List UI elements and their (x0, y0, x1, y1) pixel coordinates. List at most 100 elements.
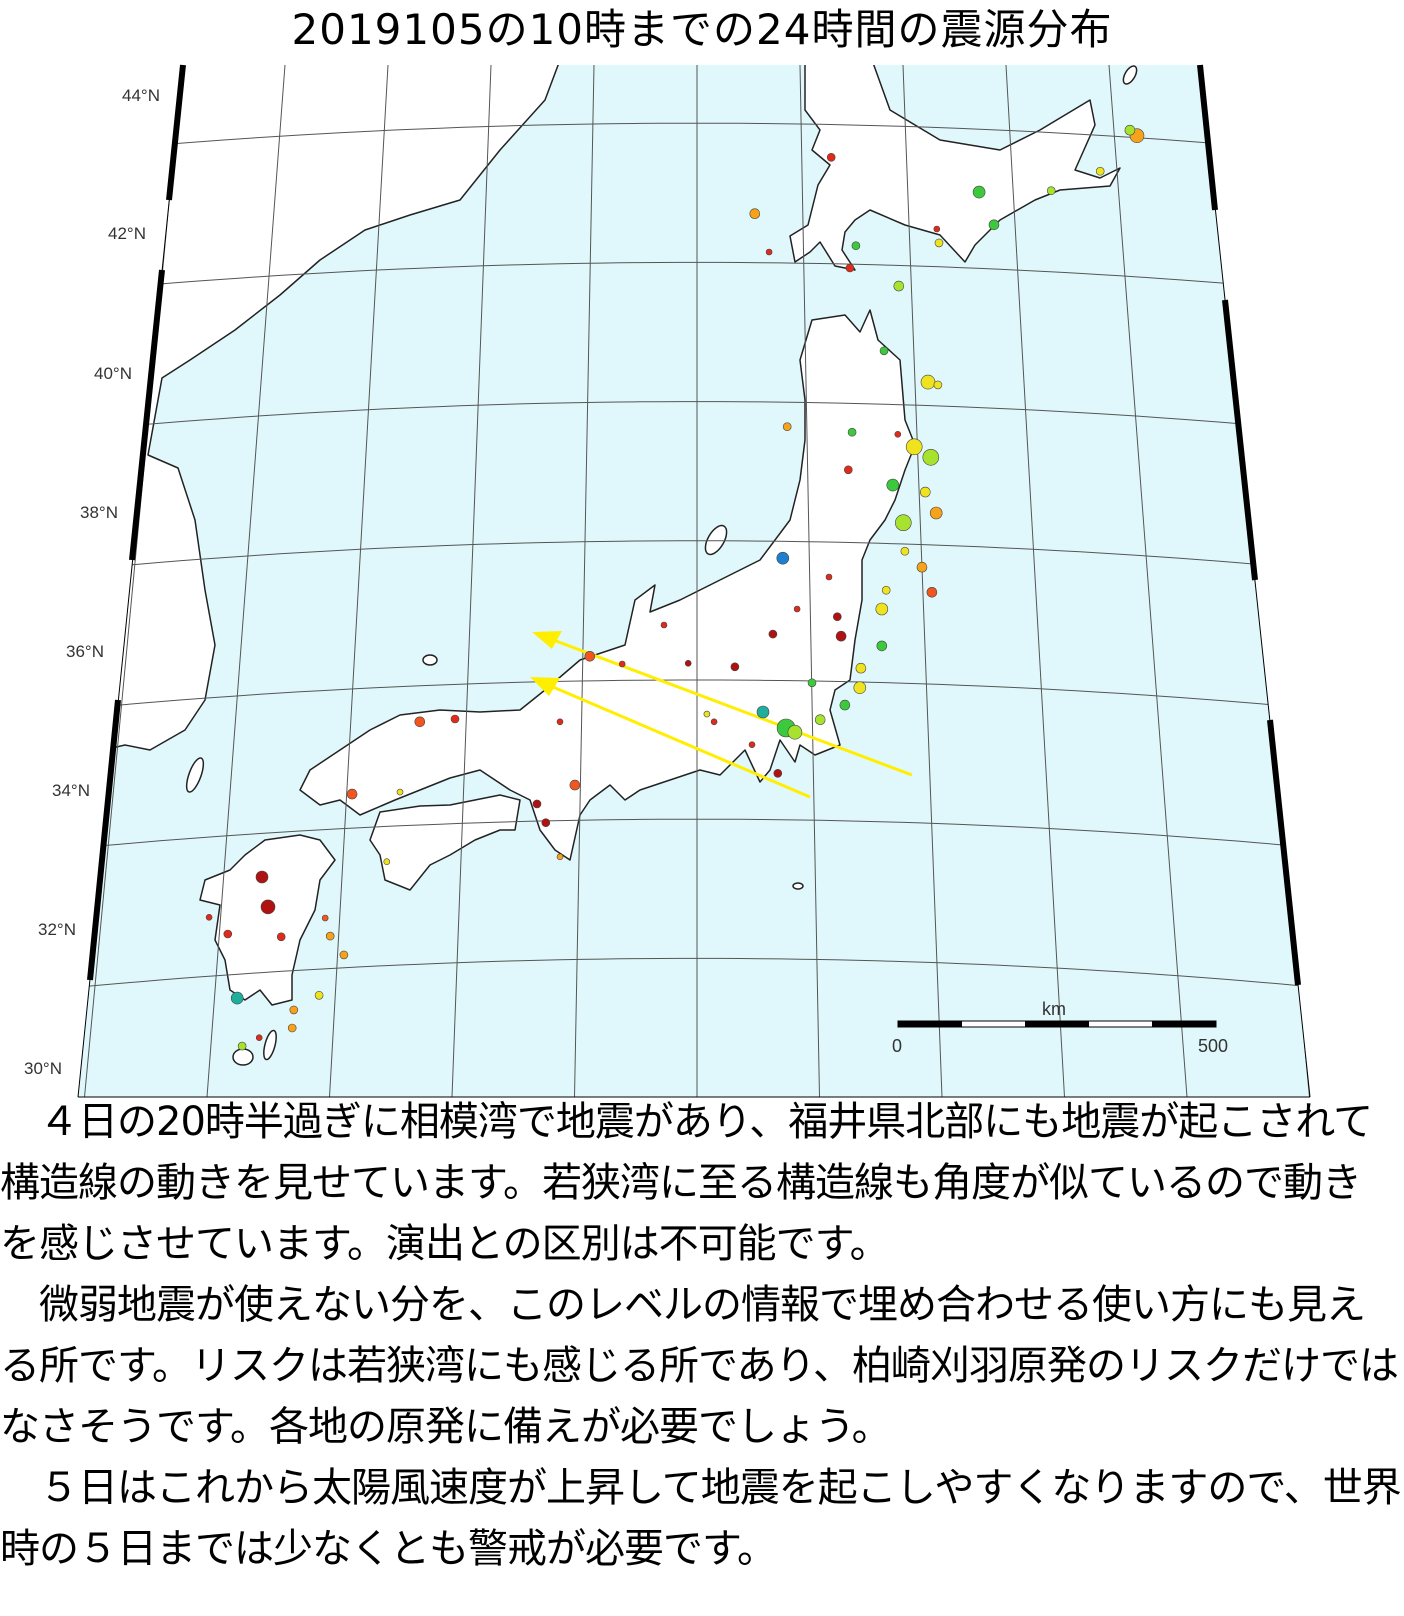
epicenter-dot (276, 932, 286, 942)
kyushu (199, 834, 336, 1006)
epicenter-dot (346, 788, 358, 800)
meridian-line (1315, 65, 1404, 1097)
izu-oshima-island (792, 882, 804, 890)
epicenter-dot (749, 208, 761, 219)
epicenter-dot (988, 219, 1000, 231)
epicenter-dot (972, 185, 986, 199)
epicenter-dot (933, 380, 943, 390)
lat-label: 32°N (38, 920, 76, 939)
epicenter-dot (894, 430, 902, 438)
scale-start: 0 (892, 1036, 902, 1056)
epicenter-dot (339, 950, 349, 960)
epicenter-dot (826, 153, 836, 162)
shikoku (369, 794, 521, 891)
epicenter-dot (825, 573, 833, 581)
parallel-line (78, 401, 1310, 436)
commentary-line: る所です。リスクは若狭湾にも感じる所であり、柏崎刈羽原発のリスクだけでは (0, 1343, 1399, 1389)
epicenter-dot (853, 681, 867, 695)
epicenter-dot (450, 714, 460, 724)
arrowhead-icon (532, 631, 562, 649)
meridian-line (1108, 65, 1188, 1097)
oki-island (422, 654, 438, 666)
epicenter-dot (710, 718, 718, 726)
arrowhead-icon (530, 677, 560, 696)
epicenter-dot (287, 1023, 297, 1033)
epicenter-dot (383, 858, 391, 866)
epicenter-dot (855, 662, 867, 674)
epicenter-dot (876, 640, 888, 652)
parallel-line (78, 957, 1310, 992)
epicenter-dot (414, 716, 426, 728)
epicenter-dot (851, 241, 861, 250)
epicenter-dot (556, 853, 564, 861)
epicenter-dot (255, 870, 269, 884)
epicenter-dot (532, 799, 542, 809)
commentary: ４日の20時半過ぎに相模湾で地震があり、福井県北部にも地震が起こされて 構造線の… (0, 1092, 1404, 1580)
epicenter-dot (768, 629, 778, 639)
meridian-line (574, 65, 595, 1097)
sado-island (704, 524, 728, 556)
epicenter-dot (230, 991, 244, 1005)
epicenter-dot (933, 225, 941, 233)
epicenter-dot (396, 788, 404, 796)
epicenter-dot (205, 913, 213, 921)
epicenter-dot (223, 929, 233, 939)
commentary-line: なさそうです。各地の原発に備えが必要でしょう。 (0, 1404, 892, 1450)
epicenter-map: 44°N 42°N 40°N 38°N 36°N 34°N 32°N 30°N … (24, 64, 1404, 1098)
epicenter-dot (260, 899, 276, 915)
meridian-line (1005, 65, 1065, 1097)
meridian-line (799, 65, 820, 1097)
page-title: 2019105の10時までの24時間の震源分布 (291, 5, 1113, 54)
epicenter-dot (325, 931, 335, 941)
epicenter-dot (814, 714, 826, 726)
scale-end: 500 (1198, 1036, 1228, 1056)
epicenter-dot (845, 263, 855, 273)
epicenter-dot (684, 659, 692, 667)
lat-label: 40°N (94, 364, 132, 383)
commentary-line: 微弱地震が使えない分を、このレベルの情報で埋め合わせる使い方にも見え (0, 1282, 1366, 1328)
scale-bar: km 0 500 (892, 999, 1228, 1056)
epicenter-dot (934, 238, 944, 248)
epicenter-dot (773, 768, 783, 778)
rebun-island (1122, 65, 1138, 85)
epicenter-dot (879, 346, 889, 356)
epicenter-dot (776, 551, 790, 565)
tanegashima-island (263, 1029, 277, 1061)
arrow-sagami-line (547, 636, 913, 777)
epicenters (205, 124, 1145, 1051)
epicenter-dot (556, 718, 564, 726)
epicenter-dot (255, 1034, 263, 1041)
epicenter-dot (703, 710, 711, 718)
epicenter-dot (289, 1005, 299, 1015)
meridian-line (78, 65, 80, 1097)
epicenter-dot (920, 374, 936, 390)
parallel-line (78, 818, 1310, 853)
epicenter-dot (847, 427, 857, 437)
epicenter-dot (660, 621, 668, 629)
epicenter-dot (569, 779, 581, 791)
epicenter-dot (1046, 186, 1056, 195)
epicenter-dot (748, 741, 756, 749)
lat-label: 44°N (122, 86, 160, 105)
yakushima-island (232, 1048, 254, 1066)
commentary-line: 時の５日までは少なくとも警戒が必要です。 (0, 1526, 777, 1572)
epicenter-dot (314, 990, 324, 1000)
fault-line-arrows (530, 631, 913, 799)
epicenter-dot (894, 514, 912, 532)
lat-label: 38°N (80, 503, 118, 522)
parallel-line (78, 540, 1310, 575)
epicenter-dot (793, 605, 801, 613)
tsushima-island (185, 757, 205, 793)
epicenter-dot (926, 586, 938, 598)
epicenter-dot (321, 914, 329, 922)
commentary-line: ５日はこれから太陽風速度が上昇して地震を起こしやすくなりますので、世界 (0, 1465, 1402, 1511)
map-frame (77, 64, 1311, 1098)
epicenter-dot (875, 602, 889, 616)
hokkaido (789, 65, 1121, 271)
epicenter-dot (1124, 124, 1136, 136)
epicenter-dot (584, 650, 596, 662)
epicenter-dot (756, 705, 770, 719)
parallel-line (78, 679, 1310, 714)
meridian-line (206, 65, 286, 1097)
epicenter-dot (765, 248, 773, 256)
